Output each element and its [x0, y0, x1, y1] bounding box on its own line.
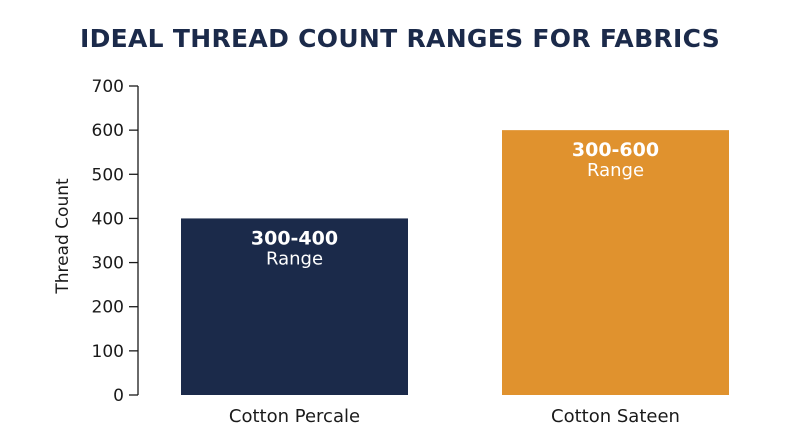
y-tick-label: 100: [92, 342, 124, 362]
y-tick-label: 700: [92, 77, 124, 97]
category-labels: Cotton Percale Cotton Sateen: [229, 406, 680, 427]
y-tick-label: 500: [92, 165, 124, 185]
y-tick-label: 0: [113, 386, 124, 406]
y-axis-title: Thread Count: [53, 178, 73, 295]
bar: [502, 130, 729, 395]
bar-data-label: 300-600: [572, 139, 659, 161]
y-tick-label: 200: [92, 298, 124, 318]
bar-data-sublabel: Range: [266, 248, 323, 269]
bar-data-sublabel: Range: [587, 160, 644, 181]
x-category-label: Cotton Sateen: [551, 406, 680, 427]
y-tick-label: 400: [92, 209, 124, 229]
bar: [181, 218, 408, 395]
chart-title: IDEAL THREAD COUNT RANGES FOR FABRICS: [80, 24, 720, 53]
y-tick-label: 600: [92, 121, 124, 141]
y-axis: 0 100 200 300 400 500 600 700: [92, 77, 139, 406]
bar-data-label: 300-400: [251, 227, 338, 249]
y-tick-label: 300: [92, 254, 124, 274]
x-category-label: Cotton Percale: [229, 406, 360, 427]
